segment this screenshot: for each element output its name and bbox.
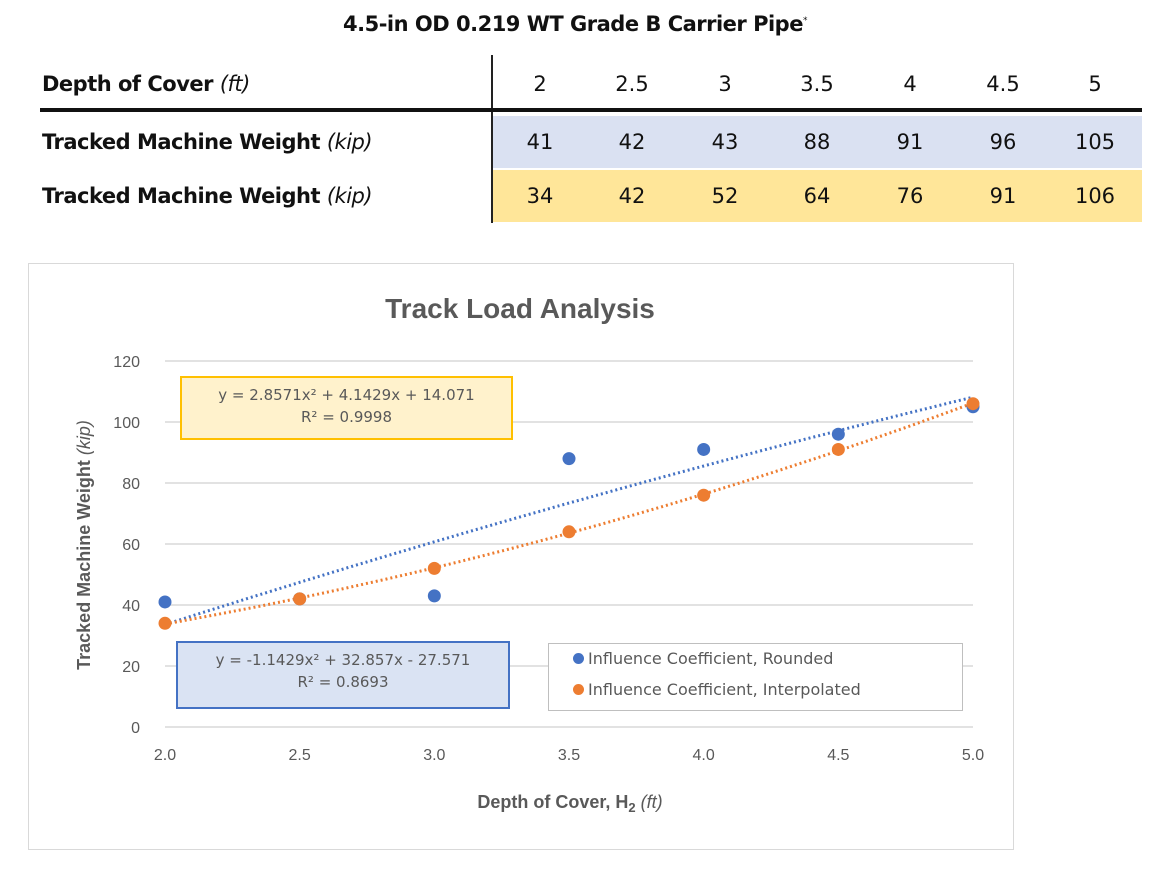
header-label: Depth of Cover (ft): [42, 58, 250, 110]
header-rule: [40, 108, 1142, 112]
table-cell: 43: [711, 130, 739, 154]
row-label-text: Tracked Machine Weight: [42, 184, 321, 208]
y-tick-label: 20: [122, 659, 140, 676]
data-point-rounded: [831, 427, 845, 441]
table-row: Tracked Machine Weight (kip) 34 42 52 64 76 9…: [40, 170, 1142, 222]
data-point-rounded: [697, 442, 711, 456]
table-cell: 91: [896, 130, 924, 154]
data-point-interpolated: [427, 561, 441, 575]
x-tick-label: 4.0: [693, 747, 715, 764]
chart-title: Track Load Analysis: [385, 293, 655, 324]
trendline-equation-interpolated: y = 2.8571x² + 4.1429x + 14.071 R² = 0.9…: [180, 376, 513, 440]
chart-legend: Influence Coefficient, Rounded Influence…: [548, 643, 963, 711]
data-point-rounded: [562, 452, 576, 466]
header-label-text: Depth of Cover: [42, 72, 214, 96]
x-tick-label: 4.5: [827, 747, 849, 764]
row-label: Tracked Machine Weight (kip): [42, 116, 373, 168]
table-cell: 91: [989, 184, 1017, 208]
x-tick-label: 3.5: [558, 747, 580, 764]
table-cell: 106: [1074, 184, 1116, 208]
table-title: 4.5-in OD 0.219 WT Grade B Carrier Pipe*: [0, 12, 1150, 36]
data-point-interpolated: [293, 592, 307, 606]
table-cell: 105: [1074, 130, 1116, 154]
trendline-equation-rounded: y = -1.1429x² + 32.857x - 27.571 R² = 0.…: [176, 641, 510, 709]
y-tick-label: 80: [122, 476, 140, 493]
y-tick-label: 120: [113, 354, 140, 371]
y-tick-label: 40: [122, 598, 140, 615]
table-cell: 2.5: [615, 72, 649, 96]
legend-marker-icon: [573, 684, 584, 695]
table-header-row: Depth of Cover (ft) 2 2.5 3 3.5 4 4.5 5: [40, 58, 1142, 110]
x-tick-label: 5.0: [962, 747, 984, 764]
y-tick-label: 0: [131, 720, 140, 737]
legend-item-interpolated: Influence Coefficient, Interpolated: [573, 680, 861, 699]
row-unit: (kip): [326, 184, 373, 208]
table-title-text: 4.5-in OD 0.219 WT Grade B Carrier Pipe: [343, 12, 803, 36]
x-tick-label: 2.5: [289, 747, 311, 764]
row-label: Tracked Machine Weight (kip): [42, 170, 373, 222]
y-tick-label: 100: [113, 415, 140, 432]
table-cell: 4.5: [986, 72, 1020, 96]
data-point-rounded: [427, 589, 441, 603]
table-cell: 2: [533, 72, 547, 96]
data-point-interpolated: [697, 488, 711, 502]
data-point-interpolated: [831, 442, 845, 456]
data-point-rounded: [158, 595, 172, 609]
table-cell: 41: [526, 130, 554, 154]
table-cell: 42: [618, 184, 646, 208]
table-row: Tracked Machine Weight (kip) 41 42 43 88 91 9…: [40, 116, 1142, 168]
table-cell: 76: [896, 184, 924, 208]
equation-text: y = 2.8571x² + 4.1429x + 14.071: [218, 386, 475, 404]
column-divider: [491, 55, 493, 223]
y-axis-label: Tracked Machine Weight(kip): [74, 420, 94, 670]
header-unit: (ft): [219, 72, 251, 96]
x-tick-label: 3.0: [423, 747, 445, 764]
equation-text: y = -1.1429x² + 32.857x - 27.571: [215, 651, 471, 669]
table-cell: 42: [618, 130, 646, 154]
y-tick-label: 60: [122, 537, 140, 554]
table-cell: 96: [989, 130, 1017, 154]
legend-marker-icon: [573, 653, 584, 664]
r-squared-text: R² = 0.8693: [297, 673, 389, 691]
chart-area: [28, 263, 1014, 850]
data-point-interpolated: [562, 525, 576, 539]
legend-label: Influence Coefficient, Rounded: [588, 649, 834, 668]
x-axis-label: Depth of Cover, H2 (ft): [477, 792, 662, 815]
data-point-interpolated: [966, 397, 980, 411]
legend-item-rounded: Influence Coefficient, Rounded: [573, 649, 833, 668]
table-cell: 5: [1088, 72, 1102, 96]
table-cell: 3.5: [800, 72, 834, 96]
table-cell: 3: [718, 72, 732, 96]
table-cell: 52: [711, 184, 739, 208]
table-cell: 4: [903, 72, 917, 96]
row-unit: (kip): [326, 130, 373, 154]
r-squared-text: R² = 0.9998: [300, 408, 393, 426]
row-label-text: Tracked Machine Weight: [42, 130, 321, 154]
x-tick-label: 2.0: [154, 747, 176, 764]
data-point-interpolated: [158, 616, 172, 630]
legend-label: Influence Coefficient, Interpolated: [588, 680, 861, 699]
table-cell: 34: [526, 184, 554, 208]
table-cell: 64: [803, 184, 831, 208]
table-cell: 88: [803, 130, 831, 154]
footnote-mark: *: [802, 16, 808, 26]
